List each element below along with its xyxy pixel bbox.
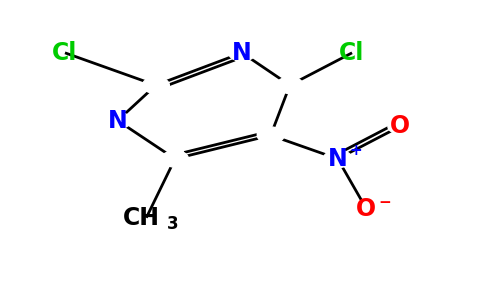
Text: −: − <box>378 195 391 210</box>
Circle shape <box>162 151 188 167</box>
Circle shape <box>354 202 378 216</box>
Text: O: O <box>390 114 410 138</box>
Text: 3: 3 <box>167 214 179 232</box>
Text: N: N <box>328 147 348 171</box>
Text: Cl: Cl <box>339 41 365 65</box>
Circle shape <box>257 127 284 143</box>
Circle shape <box>142 77 169 94</box>
Text: N: N <box>108 109 127 133</box>
Circle shape <box>104 112 131 129</box>
Circle shape <box>388 119 412 134</box>
Text: +: + <box>349 143 362 158</box>
Text: CH: CH <box>123 206 160 230</box>
Circle shape <box>228 45 256 61</box>
Circle shape <box>276 77 303 94</box>
Text: Cl: Cl <box>52 41 77 65</box>
Text: N: N <box>232 41 252 65</box>
Circle shape <box>323 150 352 168</box>
Text: O: O <box>356 197 377 221</box>
